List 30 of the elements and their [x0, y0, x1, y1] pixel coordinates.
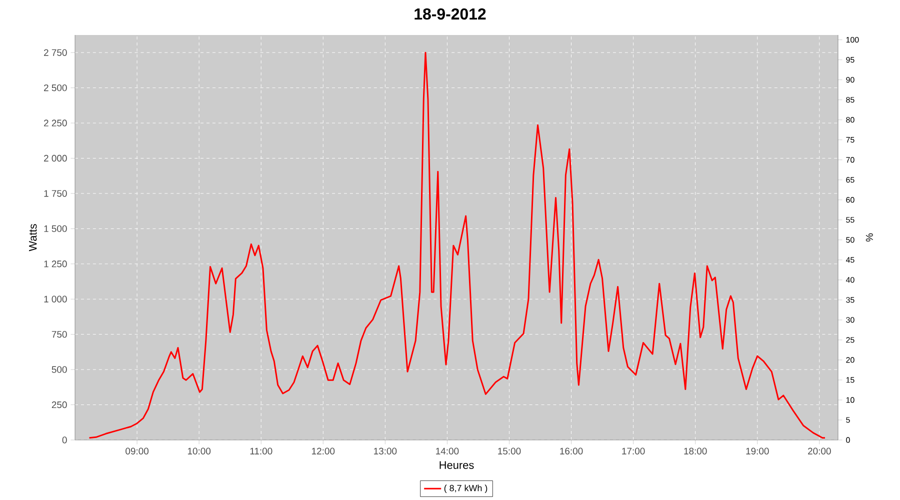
- y-tick-label: 2 500: [44, 84, 67, 92]
- x-tick-label: 16:00: [560, 448, 583, 454]
- y-tick-label: 1 000: [44, 296, 67, 302]
- y-tick-label: 0: [62, 436, 67, 444]
- x-tick-label: 13:00: [374, 448, 397, 454]
- x-tick-label: 18:00: [684, 448, 707, 454]
- y-tick-label: 2 000: [44, 154, 67, 162]
- x-tick-label: 15:00: [498, 448, 521, 454]
- x-tick-label: 20:00: [808, 448, 831, 454]
- x-tick-label: 14:00: [436, 448, 459, 454]
- x-tick-label: 12:00: [312, 448, 335, 454]
- y-tick-label: 250: [52, 401, 67, 408]
- y-tick-label: 2 750: [44, 49, 67, 56]
- chart-title: 18-9-2012: [414, 8, 486, 20]
- y2-axis-title: %: [866, 233, 873, 242]
- x-tick-label: 19:00: [746, 448, 769, 454]
- x-tick-label: 09:00: [126, 448, 149, 454]
- x-tick-label: 17:00: [622, 448, 645, 454]
- x-tick-label: 10:00: [188, 448, 211, 454]
- y-tick-label: 1 500: [44, 225, 67, 232]
- x-tick-label: 11:00: [250, 448, 272, 454]
- legend-label: ( 8,7 kWh ): [444, 484, 488, 494]
- y-tick-label: 1 750: [44, 190, 67, 197]
- y-tick-label: 2 250: [44, 120, 67, 126]
- y-axis-title: Watts: [29, 224, 37, 252]
- x-axis-title: Heures: [440, 461, 474, 469]
- line-series: [88, 52, 826, 439]
- y-tick-label: 1 250: [44, 260, 67, 268]
- y-tick-label: 500: [52, 366, 67, 373]
- y-tick-label: 750: [52, 330, 67, 338]
